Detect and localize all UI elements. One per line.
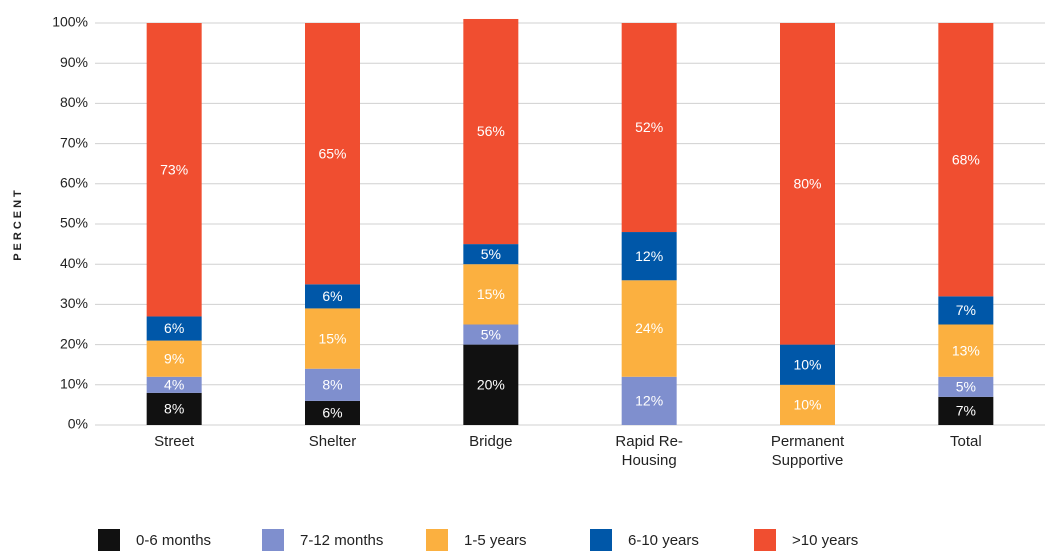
data-label: 9% xyxy=(164,350,184,366)
y-tick-label: 0% xyxy=(68,416,88,432)
data-label: 80% xyxy=(793,176,821,192)
bar-segment xyxy=(463,324,519,345)
data-label: 7% xyxy=(956,403,976,419)
data-label: 5% xyxy=(481,246,501,262)
bar-segment xyxy=(305,308,360,369)
bar-segment xyxy=(780,23,835,345)
data-label: 10% xyxy=(793,397,821,413)
x-tick-label: Shelter xyxy=(308,433,357,450)
data-label: 73% xyxy=(160,161,188,177)
bar-segment xyxy=(938,296,994,325)
data-label: 15% xyxy=(318,330,346,346)
legend-swatch xyxy=(262,529,284,551)
bar-segment xyxy=(621,232,677,281)
legend-swatch xyxy=(590,529,612,551)
data-label: 68% xyxy=(952,151,980,167)
data-label: 8% xyxy=(164,401,184,417)
data-label: 56% xyxy=(477,123,505,139)
y-axis-label: PERCENT xyxy=(12,187,24,261)
x-tick-label: Rapid Re-Housing xyxy=(615,433,683,469)
y-tick-label: 30% xyxy=(60,295,88,311)
bar-segment xyxy=(780,384,835,425)
legend-swatch xyxy=(426,529,448,551)
y-tick-label: 80% xyxy=(60,94,88,110)
data-label: 20% xyxy=(477,377,505,393)
data-label: 6% xyxy=(164,320,184,336)
y-tick-label: 100% xyxy=(52,14,88,30)
data-label: 5% xyxy=(956,379,976,395)
bar-segment xyxy=(463,264,519,325)
legend-label: 7-12 months xyxy=(300,532,383,549)
data-label: 65% xyxy=(318,145,346,161)
bar-segment xyxy=(938,23,994,297)
bar-segment xyxy=(621,376,677,425)
bar-segment xyxy=(146,23,202,317)
data-label: 6% xyxy=(322,288,342,304)
bar-segment xyxy=(938,324,994,377)
bar-segment xyxy=(146,316,202,341)
bar-segment xyxy=(780,344,835,385)
data-label: 6% xyxy=(322,405,342,421)
y-tick-label: 10% xyxy=(60,376,88,392)
y-tick-label: 50% xyxy=(60,215,88,231)
x-tick-label: Bridge xyxy=(469,433,513,450)
legend-label: >10 years xyxy=(792,532,858,549)
bar-segment xyxy=(305,400,360,425)
x-tick-label: Permanent Supportive xyxy=(770,433,845,469)
bar-segment xyxy=(305,23,360,285)
data-label: 4% xyxy=(164,377,184,393)
bar-segment xyxy=(463,244,519,265)
data-label: 52% xyxy=(635,119,663,135)
legend-swatch xyxy=(98,529,120,551)
data-label: 7% xyxy=(956,302,976,318)
bar-segment xyxy=(146,392,202,425)
bar-segment xyxy=(146,376,202,393)
x-tick-label: Total xyxy=(949,433,982,450)
legend-swatch xyxy=(754,529,776,551)
y-tick-label: 40% xyxy=(60,255,88,271)
bar-segment xyxy=(305,284,360,309)
y-tick-label: 60% xyxy=(60,175,88,191)
bar-segment xyxy=(463,18,519,245)
y-tick-label: 20% xyxy=(60,335,88,351)
x-tick-label: Street xyxy=(154,433,195,450)
bar-segment xyxy=(938,376,994,397)
data-label: 12% xyxy=(635,393,663,409)
data-label: 13% xyxy=(952,342,980,358)
data-label: 24% xyxy=(635,320,663,336)
bar-segment xyxy=(305,368,360,401)
data-label: 5% xyxy=(481,326,501,342)
data-label: 8% xyxy=(322,377,342,393)
bar-segment xyxy=(146,340,202,377)
bar-segment xyxy=(621,280,677,377)
legend-label: 0-6 months xyxy=(136,532,211,549)
bar-segment xyxy=(463,344,519,425)
y-tick-label: 90% xyxy=(60,54,88,70)
bar-segment xyxy=(621,23,677,233)
y-tick-label: 70% xyxy=(60,134,88,150)
bar-segment xyxy=(938,396,994,425)
data-label: 10% xyxy=(793,356,821,372)
data-label: 12% xyxy=(635,248,663,264)
legend-label: 1-5 years xyxy=(464,532,527,549)
data-label: 15% xyxy=(477,286,505,302)
legend-label: 6-10 years xyxy=(628,532,699,549)
